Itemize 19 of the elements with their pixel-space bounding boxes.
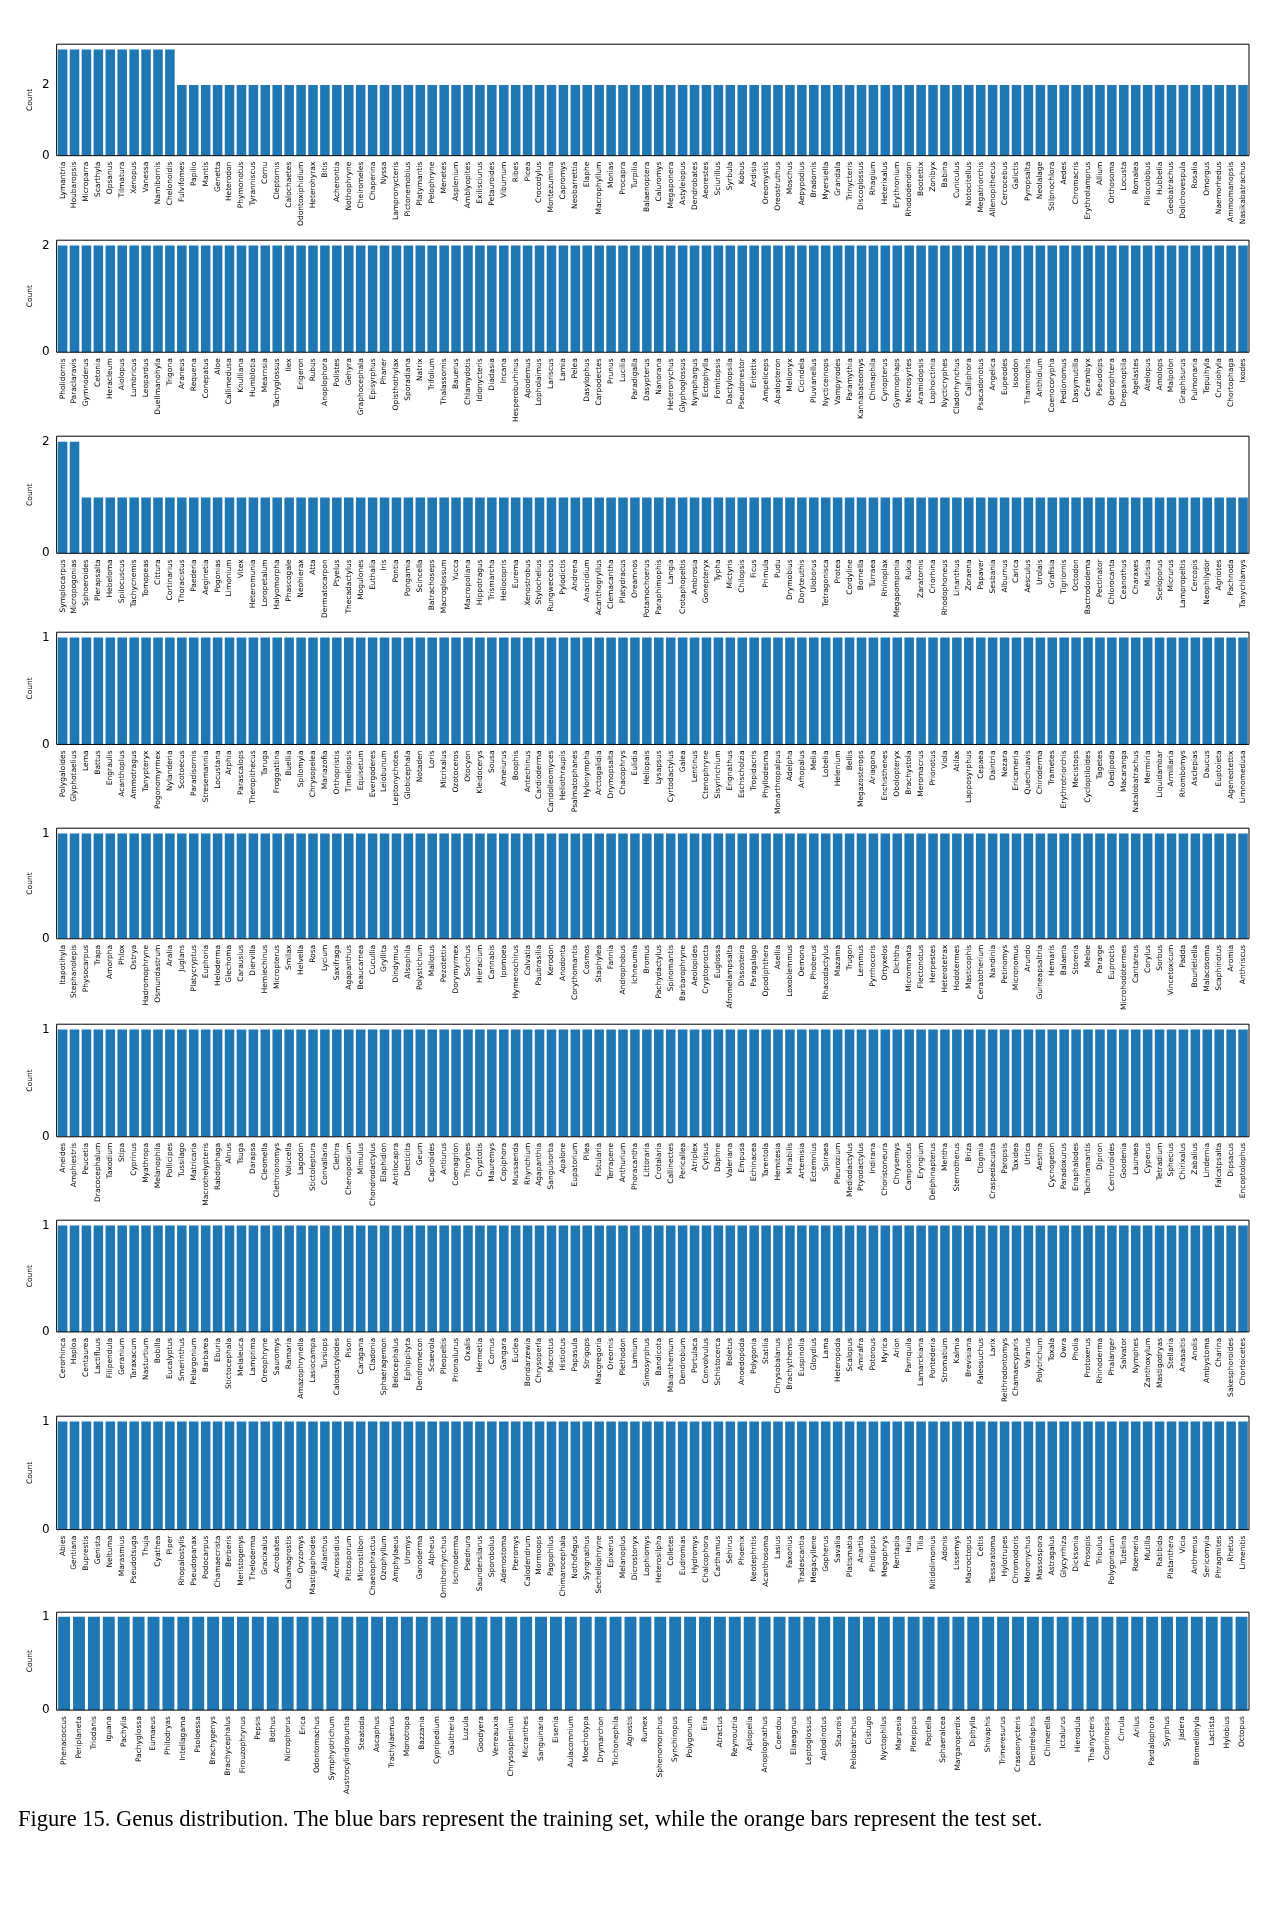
y-tick-label: 2: [41, 237, 50, 252]
y-tick-label: 0: [41, 147, 50, 162]
y-tick-label: 1: [41, 1608, 50, 1623]
y-tick-label: 0: [41, 930, 50, 945]
y-tick-label: 1: [41, 1021, 50, 1036]
y-tick-label: 1: [41, 1217, 50, 1232]
y-tick-label: 0: [41, 1521, 50, 1536]
y-tick-label: 0: [41, 1128, 50, 1143]
y-tick-label: 2: [41, 433, 50, 448]
y-tick-label: 0: [41, 736, 50, 751]
y-tick-label: 0: [41, 1324, 50, 1339]
y-tick-label: 1: [41, 825, 50, 840]
y-tick-label: 1: [41, 629, 50, 644]
y-tick-label: 0: [41, 344, 50, 359]
y-tick-label: 2: [41, 77, 50, 92]
y-tick-label: 1: [41, 1413, 50, 1428]
caption: Figure 15. Genus distribution. The blue bars represent the training set, while the orange bars represent the test set.: [18, 1806, 1044, 1832]
y-tick-label: 0: [41, 1702, 50, 1717]
y-tick-label: 0: [41, 545, 50, 560]
